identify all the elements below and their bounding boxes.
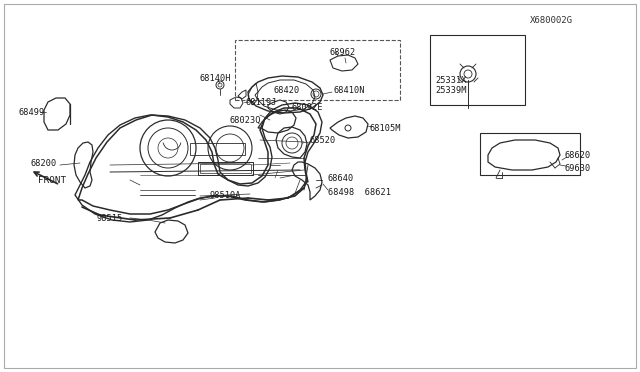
Text: 68640: 68640 [328,173,355,183]
Text: 25339M: 25339M [435,86,467,94]
Text: 68119J: 68119J [246,97,278,106]
Text: FRONT: FRONT [38,176,66,185]
Bar [430,35,525,105]
Bar [480,133,580,175]
Text: 68140H: 68140H [200,74,232,83]
Text: 98515: 98515 [96,214,122,222]
Text: 98510A: 98510A [210,190,241,199]
Text: 68420: 68420 [274,86,300,94]
Text: 68620: 68620 [565,151,591,160]
Text: 68092E: 68092E [292,103,323,112]
Text: X680002G: X680002G [530,16,573,25]
Text: 68023Q: 68023Q [230,115,262,125]
Text: 68498  68621: 68498 68621 [328,187,391,196]
Text: 25331X: 25331X [435,76,467,84]
Text: 68962: 68962 [330,48,356,57]
Text: 68520: 68520 [310,135,336,144]
Text: 68105M: 68105M [370,124,401,132]
Text: 68410N: 68410N [334,86,365,94]
Text: 68499: 68499 [18,108,44,116]
Text: 68200: 68200 [30,158,56,167]
Bar [235,40,400,100]
Text: 69630: 69630 [565,164,591,173]
